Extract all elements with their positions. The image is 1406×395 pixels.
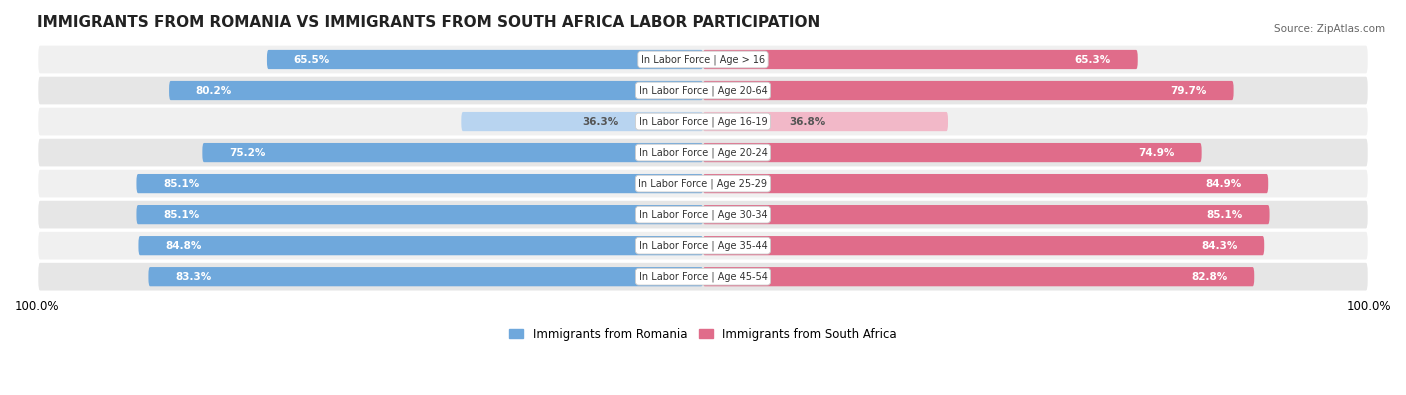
- Text: In Labor Force | Age > 16: In Labor Force | Age > 16: [641, 54, 765, 65]
- FancyBboxPatch shape: [136, 205, 703, 224]
- FancyBboxPatch shape: [461, 112, 703, 131]
- Text: 84.9%: 84.9%: [1205, 179, 1241, 188]
- FancyBboxPatch shape: [703, 112, 948, 131]
- Text: Source: ZipAtlas.com: Source: ZipAtlas.com: [1274, 24, 1385, 34]
- FancyBboxPatch shape: [37, 75, 1369, 105]
- FancyBboxPatch shape: [37, 231, 1369, 261]
- Text: IMMIGRANTS FROM ROMANIA VS IMMIGRANTS FROM SOUTH AFRICA LABOR PARTICIPATION: IMMIGRANTS FROM ROMANIA VS IMMIGRANTS FR…: [37, 15, 821, 30]
- Text: In Labor Force | Age 20-24: In Labor Force | Age 20-24: [638, 147, 768, 158]
- FancyBboxPatch shape: [37, 200, 1369, 229]
- FancyBboxPatch shape: [703, 236, 1264, 255]
- Text: 85.1%: 85.1%: [163, 179, 200, 188]
- Text: 74.9%: 74.9%: [1139, 148, 1175, 158]
- Text: 84.3%: 84.3%: [1201, 241, 1237, 251]
- Text: 36.8%: 36.8%: [789, 117, 825, 126]
- FancyBboxPatch shape: [37, 107, 1369, 136]
- FancyBboxPatch shape: [703, 205, 1270, 224]
- Text: 65.3%: 65.3%: [1074, 55, 1111, 64]
- Text: In Labor Force | Age 20-64: In Labor Force | Age 20-64: [638, 85, 768, 96]
- Text: 80.2%: 80.2%: [195, 86, 232, 96]
- Text: 85.1%: 85.1%: [163, 210, 200, 220]
- Text: In Labor Force | Age 16-19: In Labor Force | Age 16-19: [638, 116, 768, 127]
- Text: In Labor Force | Age 25-29: In Labor Force | Age 25-29: [638, 179, 768, 189]
- Text: 83.3%: 83.3%: [176, 272, 211, 282]
- Text: 75.2%: 75.2%: [229, 148, 266, 158]
- Text: In Labor Force | Age 35-44: In Labor Force | Age 35-44: [638, 241, 768, 251]
- FancyBboxPatch shape: [202, 143, 703, 162]
- FancyBboxPatch shape: [267, 50, 703, 69]
- Text: 36.3%: 36.3%: [582, 117, 619, 126]
- FancyBboxPatch shape: [37, 45, 1369, 74]
- FancyBboxPatch shape: [37, 138, 1369, 167]
- Text: 82.8%: 82.8%: [1191, 272, 1227, 282]
- Text: 65.5%: 65.5%: [294, 55, 330, 64]
- Legend: Immigrants from Romania, Immigrants from South Africa: Immigrants from Romania, Immigrants from…: [505, 323, 901, 345]
- FancyBboxPatch shape: [149, 267, 703, 286]
- FancyBboxPatch shape: [37, 169, 1369, 199]
- Text: 79.7%: 79.7%: [1171, 86, 1206, 96]
- Text: 84.8%: 84.8%: [165, 241, 201, 251]
- Text: In Labor Force | Age 45-54: In Labor Force | Age 45-54: [638, 271, 768, 282]
- FancyBboxPatch shape: [703, 267, 1254, 286]
- FancyBboxPatch shape: [37, 262, 1369, 292]
- FancyBboxPatch shape: [703, 174, 1268, 193]
- FancyBboxPatch shape: [703, 143, 1202, 162]
- FancyBboxPatch shape: [138, 236, 703, 255]
- FancyBboxPatch shape: [136, 174, 703, 193]
- FancyBboxPatch shape: [703, 81, 1233, 100]
- FancyBboxPatch shape: [703, 50, 1137, 69]
- Text: 85.1%: 85.1%: [1206, 210, 1243, 220]
- FancyBboxPatch shape: [169, 81, 703, 100]
- Text: In Labor Force | Age 30-34: In Labor Force | Age 30-34: [638, 209, 768, 220]
